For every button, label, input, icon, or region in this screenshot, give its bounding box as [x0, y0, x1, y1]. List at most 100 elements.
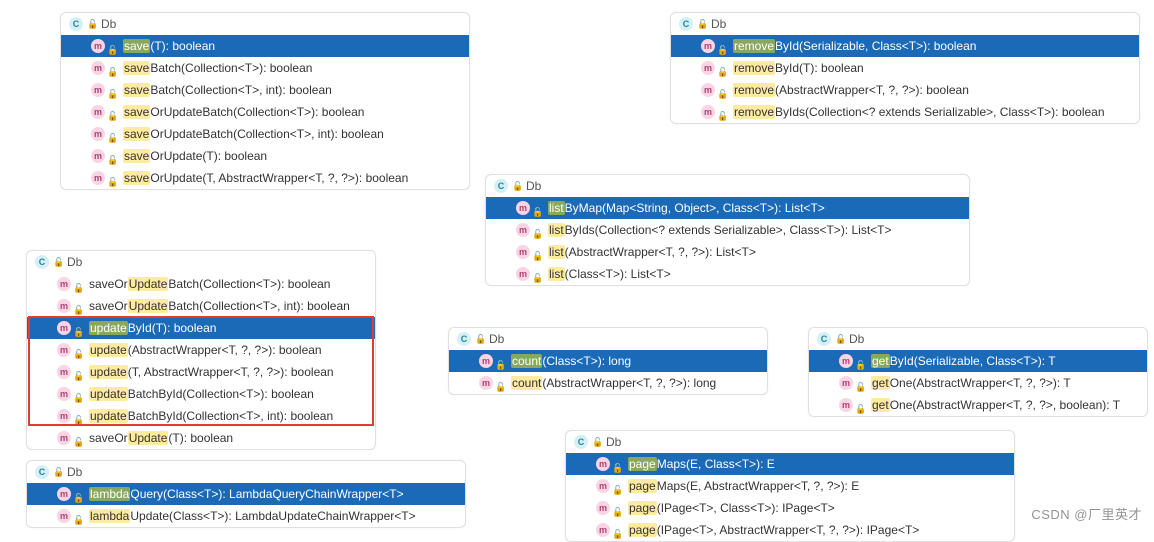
item-icons: m🔓: [596, 457, 622, 471]
completion-item[interactable]: m🔓pageMaps(E, Class<T>): E: [566, 453, 1014, 475]
method-icon: m: [57, 277, 71, 291]
method-signature: updateById(T): boolean: [89, 319, 216, 337]
class-icon: C: [494, 179, 508, 193]
completion-item[interactable]: m🔓getById(Serializable, Class<T>): T: [809, 350, 1147, 372]
item-icons: m🔓: [516, 201, 542, 215]
method-icon: m: [596, 479, 610, 493]
lock-icon: 🔓: [107, 107, 117, 117]
completion-item[interactable]: m🔓saveOrUpdateBatch(Collection<T>, int):…: [27, 295, 375, 317]
item-icons: m🔓: [57, 409, 83, 423]
completion-item[interactable]: m🔓save(T): boolean: [61, 35, 469, 57]
completion-item[interactable]: m🔓 update(T, AbstractWrapper<T, ?, ?>): b…: [27, 361, 375, 383]
completion-item[interactable]: m🔓 removeByIds(Collection<? extends Seria…: [671, 101, 1139, 123]
lock-icon: 🔓: [107, 129, 117, 139]
completion-item[interactable]: m🔓pageMaps(E, AbstractWrapper<T, ?, ?>):…: [566, 475, 1014, 497]
class-icon: C: [457, 332, 471, 346]
item-icons: m🔓: [701, 105, 727, 119]
method-icon: m: [516, 245, 530, 259]
method-signature: update(T, AbstractWrapper<T, ?, ?>): boo…: [89, 363, 334, 381]
completion-item[interactable]: m🔓updateBatchById(Collection<T>): boolea…: [27, 383, 375, 405]
class-name: Db: [606, 435, 621, 449]
completion-item[interactable]: m🔓saveOrUpdate(T, AbstractWrapper<T, ?, …: [61, 167, 469, 189]
method-signature: removeById(Serializable, Class<T>): bool…: [733, 37, 976, 55]
item-icons: m🔓: [57, 365, 83, 379]
completion-item[interactable]: m🔓removeById(T): boolean: [671, 57, 1139, 79]
lock-icon: 🔓: [73, 323, 83, 333]
class-name: Db: [849, 332, 864, 346]
lock-icon: 🔓: [73, 301, 83, 311]
lock-icon: 🔓: [717, 107, 727, 117]
method-icon: m: [516, 223, 530, 237]
panel-header: C🔓Db: [27, 461, 465, 483]
method-signature: removeByIds(Collection<? extends Seriali…: [733, 103, 1105, 121]
item-icons: m🔓: [839, 398, 865, 412]
item-icons: m🔓: [57, 321, 83, 335]
lock-icon: 🔓: [512, 181, 522, 191]
completion-item[interactable]: m🔓count(AbstractWrapper<T, ?, ?>): long: [449, 372, 767, 394]
completion-panel-lambda: C🔓Dbm🔓lambdaQuery(Class<T>): LambdaQuery…: [26, 460, 466, 528]
completion-item[interactable]: m🔓getOne(AbstractWrapper<T, ?, ?>): T: [809, 372, 1147, 394]
item-icons: m🔓: [479, 376, 505, 390]
lock-icon: 🔓: [855, 400, 865, 410]
completion-item[interactable]: m🔓 saveBatch(Collection<T>, int): boolean: [61, 79, 469, 101]
completion-panel-update: C🔓Dbm🔓saveOrUpdateBatch(Collection<T>): …: [26, 250, 376, 450]
method-signature: page(IPage<T>, AbstractWrapper<T, ?, ?>)…: [628, 521, 919, 539]
method-icon: m: [91, 149, 105, 163]
class-icon: C: [69, 17, 83, 31]
completion-item[interactable]: m🔓listByMap(Map<String, Object>, Class<T…: [486, 197, 969, 219]
completion-item[interactable]: m🔓 updateById(T): boolean: [27, 317, 375, 339]
lock-icon: 🔓: [107, 63, 117, 73]
completion-item[interactable]: m🔓remove(AbstractWrapper<T, ?, ?>): bool…: [671, 79, 1139, 101]
panel-header: C🔓Db: [486, 175, 969, 197]
method-signature: saveOrUpdateBatch(Collection<T>, int): b…: [123, 125, 384, 143]
completion-item[interactable]: m🔓saveBatch(Collection<T>): boolean: [61, 57, 469, 79]
completion-item[interactable]: m🔓saveOrUpdate(T): boolean: [27, 427, 375, 449]
item-icons: m🔓: [91, 83, 117, 97]
completion-item[interactable]: m🔓 page(IPage<T>, AbstractWrapper<T, ?, ?…: [566, 519, 1014, 541]
item-icons: m🔓: [516, 223, 542, 237]
completion-item[interactable]: m🔓count(Class<T>): long: [449, 350, 767, 372]
method-signature: saveBatch(Collection<T>, int): boolean: [123, 81, 332, 99]
item-icons: m🔓: [91, 127, 117, 141]
completion-item[interactable]: m🔓 saveOrUpdateBatch(Collection<T>, int):…: [61, 123, 469, 145]
completion-item[interactable]: m🔓list(AbstractWrapper<T, ?, ?>): List<T…: [486, 241, 969, 263]
lock-icon: 🔓: [73, 279, 83, 289]
class-icon: C: [35, 465, 49, 479]
method-icon: m: [479, 354, 493, 368]
item-icons: m🔓: [596, 479, 622, 493]
item-icons: m🔓: [91, 105, 117, 119]
method-icon: m: [57, 431, 71, 445]
completion-item[interactable]: m🔓 listByIds(Collection<? extends Seriali…: [486, 219, 969, 241]
completion-item[interactable]: m🔓list(Class<T>): List<T>: [486, 263, 969, 285]
method-icon: m: [91, 105, 105, 119]
item-icons: m🔓: [596, 523, 622, 537]
lock-icon: 🔓: [612, 525, 622, 535]
method-signature: getById(Serializable, Class<T>): T: [871, 352, 1056, 370]
completion-item[interactable]: m🔓 getOne(AbstractWrapper<T, ?, ?>, boole…: [809, 394, 1147, 416]
completion-item[interactable]: m🔓saveOrUpdate(T): boolean: [61, 145, 469, 167]
completion-item[interactable]: m🔓saveOrUpdateBatch(Collection<T>): bool…: [27, 273, 375, 295]
method-icon: m: [91, 171, 105, 185]
lock-icon: 🔓: [697, 19, 707, 29]
method-signature: save(T): boolean: [123, 37, 215, 55]
item-icons: m🔓: [91, 171, 117, 185]
item-icons: m🔓: [57, 487, 83, 501]
completion-item[interactable]: m🔓removeById(Serializable, Class<T>): bo…: [671, 35, 1139, 57]
completion-item[interactable]: m🔓lambdaUpdate(Class<T>): LambdaUpdateCh…: [27, 505, 465, 527]
completion-item[interactable]: m🔓lambdaQuery(Class<T>): LambdaQueryChai…: [27, 483, 465, 505]
class-name: Db: [489, 332, 504, 346]
method-signature: removeById(T): boolean: [733, 59, 864, 77]
completion-item[interactable]: m🔓page(IPage<T>, Class<T>): IPage<T>: [566, 497, 1014, 519]
completion-item[interactable]: m🔓updateBatchById(Collection<T>, int): b…: [27, 405, 375, 427]
method-icon: m: [596, 457, 610, 471]
completion-item[interactable]: m🔓saveOrUpdateBatch(Collection<T>): bool…: [61, 101, 469, 123]
method-signature: listByIds(Collection<? extends Serializa…: [548, 221, 892, 239]
method-signature: getOne(AbstractWrapper<T, ?, ?>, boolean…: [871, 396, 1120, 414]
completion-panel-list: C🔓Dbm🔓listByMap(Map<String, Object>, Cla…: [485, 174, 970, 286]
method-icon: m: [57, 321, 71, 335]
method-icon: m: [596, 523, 610, 537]
method-signature: count(Class<T>): long: [511, 352, 631, 370]
lock-icon: 🔓: [107, 173, 117, 183]
item-icons: m🔓: [57, 343, 83, 357]
completion-item[interactable]: m🔓update(AbstractWrapper<T, ?, ?>): bool…: [27, 339, 375, 361]
